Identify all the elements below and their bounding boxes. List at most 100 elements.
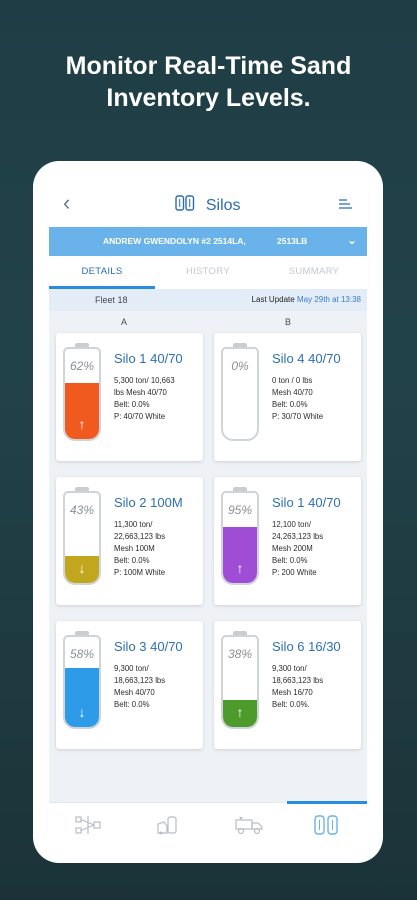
last-update-label: Last Update — [251, 295, 295, 304]
delivery-icon — [157, 816, 177, 835]
level-fill — [65, 383, 99, 439]
silo-details: 9,300 ton/18,663,123 lbs Mesh 16/70 Belt: … — [272, 663, 358, 711]
nav-network[interactable] — [49, 803, 129, 845]
silo-detail-line: 18,663,123 lbs — [114, 676, 166, 685]
column-header-a: A — [121, 317, 128, 327]
silo-detail-line: Belt: 0.0% — [114, 700, 150, 709]
arrow-up-icon: ↑ — [236, 704, 244, 720]
silo-detail-line: P: 200 White — [272, 568, 317, 577]
gauge-cap — [75, 631, 89, 635]
level-percent: 38% — [227, 647, 253, 661]
level-percent: 58% — [69, 647, 95, 661]
active-tab-indicator — [49, 286, 155, 289]
arrow-down-icon: ↓ — [78, 704, 86, 720]
silo-detail-line: 22,663,123 lbs — [114, 532, 166, 541]
level-fill — [65, 556, 99, 583]
level-fill — [223, 700, 257, 727]
fleet-info-bar: Fleet 18 Last Update May 29th at 13:38 — [49, 289, 367, 311]
tab-history[interactable]: HISTORY — [186, 266, 230, 277]
nav-active-indicator — [287, 801, 367, 804]
silo-detail-line: lbs Mesh 40/70 — [114, 388, 167, 397]
level-percent: 95% — [227, 503, 253, 517]
silo-detail-line: P: 100M White — [114, 568, 166, 577]
silo-detail-line: 0 ton / 0 lbs — [272, 376, 313, 385]
nav-delivery[interactable] — [129, 803, 209, 845]
silo-detail-line: 24,263,123 lbs — [272, 532, 324, 541]
arrow-down-icon: ↓ — [78, 560, 86, 576]
silos-icon — [314, 815, 338, 835]
silo-detail-line: P: 30/70 White — [272, 412, 324, 421]
fleet-selector[interactable]: ANDREW GWENDOLYN #2 2514LA, 2513LB ⌄ — [49, 227, 367, 256]
page-title: Silos — [205, 196, 241, 214]
headline: Monitor Real-Time Sand Inventory Levels. — [0, 50, 417, 114]
phone-frame: ‹ Silos — [33, 161, 383, 863]
silo-details: 9,300 ton/18,663,123 lbs Mesh 40/70 Belt: … — [114, 663, 200, 711]
app-screen: ‹ Silos — [49, 181, 367, 845]
silo-card[interactable]: 95% ↑ Silo 1 40/70 12,100 ton/24,263,123 lb… — [214, 477, 361, 605]
silo-name: Silo 3 40/70 — [114, 639, 183, 654]
silo-name: Silo 4 40/70 — [272, 351, 341, 366]
arrow-up-icon: ↑ — [236, 560, 244, 576]
gauge-cap — [233, 343, 247, 347]
silo-card[interactable]: 62% ↑ Silo 1 40/70 5,300 ton/ 10,663 lbs Mes… — [56, 333, 203, 461]
silo-detail-line: 11,300 ton/ — [114, 520, 153, 529]
gauge-cap — [233, 487, 247, 491]
nav-silos[interactable] — [287, 803, 367, 845]
tab-bar: DETAILS HISTORY SUMMARY — [49, 256, 367, 290]
headline-line-1: Monitor Real-Time Sand — [65, 52, 352, 80]
level-gauge: 0% — [221, 347, 259, 441]
silo-card[interactable]: 43% ↓ Silo 2 100M 11,300 ton/22,663,123 lbs… — [56, 477, 203, 605]
silo-detail-line: 12,100 ton/ — [272, 520, 312, 529]
silo-icon — [175, 195, 195, 216]
silo-name: Silo 1 40/70 — [272, 495, 341, 510]
silo-detail-line: Mesh 40/70 — [114, 688, 155, 697]
silo-detail-line: Belt: 0.0%. — [272, 700, 310, 709]
arrow-up-icon: ↑ — [78, 416, 86, 432]
back-button[interactable]: ‹ — [63, 190, 71, 215]
level-gauge: 62% ↑ — [63, 347, 101, 441]
level-gauge: 95% ↑ — [221, 491, 259, 585]
silo-name: Silo 1 40/70 — [114, 351, 183, 366]
silo-detail-line: Mesh 40/70 — [272, 388, 313, 397]
silo-detail-line: Mesh 200M — [272, 544, 313, 553]
silo-detail-line: 18,663,123 lbs — [272, 676, 324, 685]
silo-detail-line: Belt: 0.0% — [272, 400, 308, 409]
level-gauge: 38% ↑ — [221, 635, 259, 729]
silo-name: Silo 6 16/30 — [272, 639, 341, 654]
silo-detail-line: 9,300 ton/ — [272, 664, 307, 673]
level-percent: 62% — [69, 359, 95, 373]
silo-card[interactable]: 0% Silo 4 40/70 0 ton / 0 lbs Mesh 40/70 Bel… — [214, 333, 361, 461]
chevron-down-icon: ⌄ — [346, 233, 357, 247]
network-icon — [75, 816, 101, 834]
silo-details: 0 ton / 0 lbs Mesh 40/70 Belt: 0.0% P: 30/7… — [272, 375, 358, 423]
tab-summary[interactable]: SUMMARY — [288, 266, 340, 277]
level-gauge: 58% ↓ — [63, 635, 101, 729]
silo-card[interactable]: 38% ↑ Silo 6 16/30 9,300 ton/18,663,123 lbs… — [214, 621, 361, 749]
gauge-cap — [75, 343, 89, 347]
level-percent: 0% — [231, 359, 249, 373]
headline-line-2: Inventory Levels. — [106, 84, 311, 112]
gauge-cap — [75, 487, 89, 491]
nav-truck[interactable] — [209, 803, 289, 845]
level-gauge: 43% ↓ — [63, 491, 101, 585]
silo-name: Silo 2 100M — [114, 495, 183, 510]
silo-card[interactable]: 58% ↓ Silo 3 40/70 9,300 ton/18,663,123 lbs… — [56, 621, 203, 749]
silo-details: 5,300 ton/ 10,663 lbs Mesh 40/70 Belt: 0.0… — [114, 375, 200, 423]
menu-icon[interactable] — [337, 197, 353, 215]
fleet-selector-number: 2513LB — [277, 236, 308, 246]
gauge-cap — [233, 631, 247, 635]
silo-detail-line: Belt: 0.0% — [114, 556, 150, 565]
fleet-selector-name: ANDREW GWENDOLYN #2 2514LA, — [103, 236, 246, 246]
silo-details: 12,100 ton/24,263,123 lbs Mesh 200M Belt: … — [272, 519, 358, 579]
tab-details[interactable]: DETAILS — [81, 266, 123, 277]
silo-detail-line: Mesh 100M — [114, 544, 155, 553]
silo-detail-line: 9,300 ton/ — [114, 664, 149, 673]
silo-detail-line: Belt: 0.0% — [272, 556, 308, 565]
silo-detail-line: Mesh 16/70 — [272, 688, 313, 697]
silo-detail-line: Belt: 0.0% — [114, 400, 150, 409]
bottom-nav — [49, 801, 367, 845]
last-update-value: May 29th at 13:38 — [296, 295, 361, 304]
silo-details: 11,300 ton/22,663,123 lbs Mesh 100M Belt: … — [114, 519, 200, 579]
silo-detail-line: 5,300 ton/ 10,663 — [114, 376, 175, 385]
level-fill — [223, 527, 257, 583]
